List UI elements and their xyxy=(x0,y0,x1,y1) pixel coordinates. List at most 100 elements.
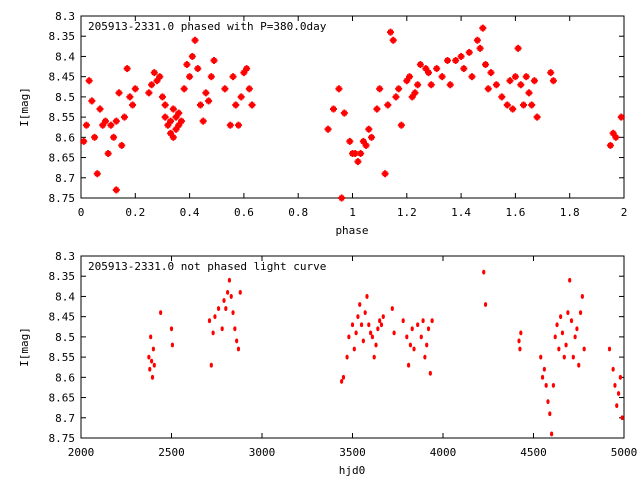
data-point xyxy=(577,362,581,368)
data-point-arm xyxy=(348,137,351,145)
data-point-arm xyxy=(367,125,370,133)
data-point-arm xyxy=(343,109,346,117)
data-point-arm xyxy=(183,85,186,93)
data-point-arm xyxy=(115,117,118,125)
y-tick-label: 8.6 xyxy=(55,131,75,144)
data-point-arm xyxy=(169,117,172,125)
data-point-arm xyxy=(147,89,150,97)
unphased-x-ticks: 2000 2500 3000 3500 4000 4500 5000 xyxy=(68,256,638,459)
data-point-arm xyxy=(454,56,457,64)
data-point-arm xyxy=(240,93,243,101)
data-point xyxy=(615,403,619,409)
data-point xyxy=(569,318,574,324)
data-point xyxy=(540,374,545,380)
data-point-arm xyxy=(446,56,449,64)
data-point-arm xyxy=(169,129,172,137)
data-point-arm xyxy=(199,101,202,109)
data-point-arm xyxy=(519,81,522,89)
data-point xyxy=(352,346,356,352)
data-point xyxy=(618,374,622,380)
data-point xyxy=(575,326,579,332)
data-point-arm xyxy=(386,101,389,109)
data-point xyxy=(483,302,488,307)
data-point-arm xyxy=(514,73,517,81)
data-point xyxy=(159,310,163,316)
data-point-arm xyxy=(191,52,194,60)
data-point xyxy=(482,269,486,275)
data-point xyxy=(559,314,563,320)
data-point-arm xyxy=(248,85,251,93)
data-point-arm xyxy=(495,81,498,89)
data-point-arm xyxy=(508,77,511,85)
data-point-arm xyxy=(397,85,400,93)
y-tick-label: 8.4 xyxy=(55,50,75,63)
data-point-arm xyxy=(419,61,422,69)
data-point-arm xyxy=(427,69,430,77)
data-point xyxy=(211,330,215,336)
data-point xyxy=(356,314,360,320)
data-point-arm xyxy=(128,93,131,101)
data-point xyxy=(152,362,156,368)
data-point xyxy=(428,370,432,376)
x-tick-label: 2000 xyxy=(68,446,95,459)
x-tick-label: 5000 xyxy=(611,446,638,459)
data-point xyxy=(378,318,382,324)
data-point xyxy=(571,354,575,360)
data-point xyxy=(370,334,375,340)
data-point-arm xyxy=(101,121,104,129)
phased-y-ticks: 8.3 8.35 8.4 8.45 8.5 8.55 8.6 8.65 8.7 8.75 xyxy=(49,10,624,205)
data-point-arm xyxy=(365,141,368,149)
y-tick-label: 8.65 xyxy=(49,392,76,405)
phased-points xyxy=(80,24,625,202)
data-point-arm xyxy=(232,73,235,81)
data-point-arm xyxy=(185,61,188,69)
data-point-arm xyxy=(487,85,490,93)
data-point xyxy=(405,334,409,340)
data-point-arm xyxy=(400,121,403,129)
data-point-arm xyxy=(392,36,395,44)
data-point-arm xyxy=(161,93,164,101)
phased-panel: 205913-2331.0 phased with P=380.0day pha… xyxy=(18,10,627,237)
x-tick-label: 3000 xyxy=(249,446,276,459)
data-point-arm xyxy=(484,61,487,69)
data-point xyxy=(416,322,420,328)
x-tick-label: 3500 xyxy=(339,446,366,459)
data-point xyxy=(227,277,232,283)
data-point-arm xyxy=(468,48,471,56)
data-point-arm xyxy=(356,158,359,166)
data-point xyxy=(229,294,233,299)
data-point xyxy=(149,334,153,340)
data-point xyxy=(557,346,561,352)
y-tick-label: 8.45 xyxy=(49,311,76,324)
data-point-arm xyxy=(517,44,520,52)
data-point-arm xyxy=(481,24,484,32)
x-tick-label: 1.4 xyxy=(451,206,471,219)
data-point-arm xyxy=(620,113,623,121)
data-point xyxy=(220,326,224,332)
data-point-arm xyxy=(522,101,525,109)
y-tick-label: 8.5 xyxy=(55,91,75,104)
data-point-arm xyxy=(131,101,134,109)
data-point-arm xyxy=(470,73,473,81)
data-point xyxy=(354,330,358,336)
x-tick-label: 1.2 xyxy=(397,206,417,219)
data-point-arm xyxy=(115,186,118,194)
x-tick-label: 1.8 xyxy=(560,206,580,219)
y-tick-label: 8.45 xyxy=(49,71,76,84)
data-point xyxy=(341,374,346,380)
data-point-arm xyxy=(172,105,175,113)
data-point xyxy=(607,346,612,352)
data-point xyxy=(555,322,559,328)
data-point xyxy=(426,326,431,332)
data-point xyxy=(151,346,155,352)
data-point-arm xyxy=(158,73,161,81)
data-point-arm xyxy=(489,69,492,77)
data-point xyxy=(381,314,385,320)
data-point-arm xyxy=(104,117,107,125)
data-point xyxy=(578,310,583,316)
data-point xyxy=(238,290,242,295)
x-tick-label: 4000 xyxy=(430,446,457,459)
data-point xyxy=(209,362,213,368)
data-point-arm xyxy=(118,89,121,97)
